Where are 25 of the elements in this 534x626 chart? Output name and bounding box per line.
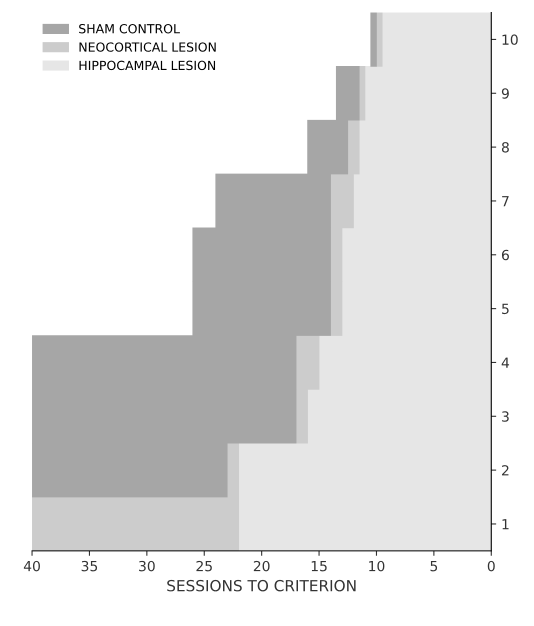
y-tick-label: 6 (502, 250, 509, 260)
x-tick-label: 25 (196, 560, 212, 572)
bar (370, 12, 377, 67)
y-tick-label: 3 (502, 411, 509, 422)
y-tick-label: 2 (502, 465, 508, 476)
y-tick-label: 10 (502, 34, 518, 45)
x-tick-label: 30 (139, 560, 155, 572)
y-tick-label: 7 (502, 196, 509, 206)
legend-label: HIPPOCAMPAL LESION (80, 60, 216, 70)
y-tick-label: 8 (502, 142, 509, 153)
legend-label: NEOCORTICAL LESION (80, 42, 216, 52)
x-tick-label: 20 (254, 560, 270, 572)
bar (358, 66, 366, 121)
y-tick-label: 4 (502, 358, 510, 368)
x-tick-label: 35 (82, 560, 98, 572)
x-axis-title: SESSIONS TO CRITERION (167, 580, 356, 592)
x-tick-label: 40 (24, 560, 40, 572)
x-tick-label: 5 (430, 561, 438, 572)
x-tick-label: 0 (488, 560, 495, 572)
y-tick-label: 1 (502, 519, 509, 530)
y-tick-label: 5 (502, 304, 509, 314)
y-tick-label: 9 (502, 88, 509, 99)
x-tick-label: 10 (369, 560, 384, 572)
legend-label: SHAM CONTROL (79, 24, 180, 34)
x-tick-label: 15 (312, 561, 327, 572)
